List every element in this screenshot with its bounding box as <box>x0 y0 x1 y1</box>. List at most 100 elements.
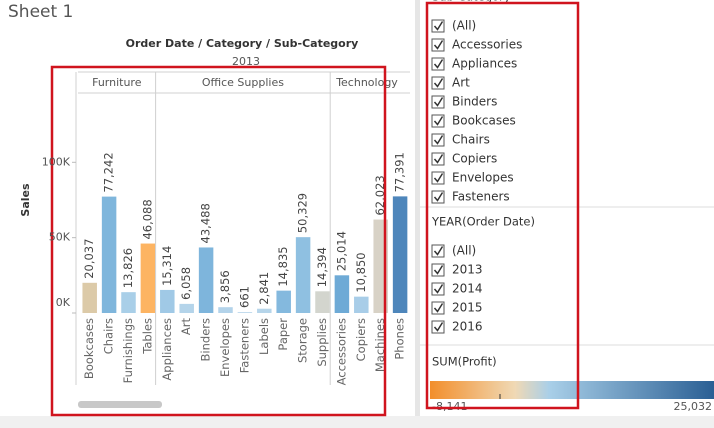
filter-item: (All) <box>452 19 476 33</box>
plot: Furniture 20,037 Bookcases 77,242 Chairs 13,8… <box>82 72 408 385</box>
x-tick-label: Fasteners <box>237 318 251 373</box>
filter-item: 2014 <box>452 282 483 296</box>
column-header: Order Date / Category / Sub-Category <box>126 37 359 50</box>
x-tick-label: Accessories <box>334 318 348 385</box>
value-label: 14,394 <box>315 247 329 287</box>
filter-item: Bookcases <box>452 114 516 128</box>
checkmark <box>433 59 444 69</box>
filter-panel: Sub-Category(All)AccessoriesAppliancesAr… <box>420 0 714 413</box>
checkmark <box>433 284 444 294</box>
checkmark <box>433 192 444 202</box>
category-header: Furniture <box>92 76 142 89</box>
filter-title: YEAR(Order Date) <box>431 215 535 229</box>
checkmark <box>433 116 444 126</box>
x-tick-label: Supplies <box>315 318 329 367</box>
checkmark <box>433 322 444 332</box>
category-header: Office Supplies <box>202 76 284 89</box>
value-label: 6,058 <box>179 267 193 300</box>
value-label: 77,242 <box>102 152 116 192</box>
bar <box>392 196 408 313</box>
y-tick-label: 50K <box>49 231 71 244</box>
checkmark <box>433 265 444 275</box>
x-tick-label: Appliances <box>160 318 174 381</box>
filter-item: Appliances <box>452 57 517 71</box>
year-header: 2013 <box>232 55 260 68</box>
status-bar <box>0 416 714 428</box>
x-tick-label: Envelopes <box>218 318 232 377</box>
bar <box>198 247 214 313</box>
x-tick-label: Furnishings <box>121 318 135 383</box>
highlight-box <box>50 65 387 417</box>
value-label: 661 <box>237 286 251 308</box>
x-tick-label: Copiers <box>354 318 368 361</box>
filter-item: Art <box>452 76 470 90</box>
value-label: 46,088 <box>140 199 154 239</box>
x-tick-label: Art <box>179 318 193 336</box>
value-label: 25,014 <box>334 231 348 271</box>
bar <box>160 289 175 313</box>
scrollbar[interactable] <box>78 401 162 408</box>
bar <box>276 290 291 313</box>
x-tick-label: Binders <box>199 318 213 361</box>
bar <box>218 307 233 313</box>
checkmark <box>433 246 444 256</box>
bar <box>295 237 311 313</box>
category-header: Technology <box>335 76 398 89</box>
x-tick-label: Bookcases <box>82 318 96 379</box>
value-label: 20,037 <box>82 239 96 279</box>
legend-min: -8,141 <box>432 400 467 413</box>
x-tick-label: Machines <box>373 318 387 372</box>
x-tick-label: Tables <box>140 318 154 355</box>
bar <box>237 312 253 313</box>
checkmark <box>433 154 444 164</box>
filter-item: Envelopes <box>452 171 514 185</box>
checkmark <box>433 21 444 31</box>
checkmark <box>433 303 444 313</box>
value-label: 43,488 <box>199 203 213 243</box>
color-ramp <box>430 381 714 399</box>
value-label: 13,826 <box>121 248 135 288</box>
filter-item: 2016 <box>452 320 483 334</box>
value-label: 77,391 <box>393 152 407 192</box>
bar <box>179 303 194 313</box>
filter-item: Binders <box>452 95 497 109</box>
value-label: 3,856 <box>218 270 232 303</box>
x-tick-label: Chairs <box>102 318 116 354</box>
value-label: 62,023 <box>373 175 387 215</box>
checkmark <box>433 78 444 88</box>
filter-item: Accessories <box>452 38 522 52</box>
x-tick-label: Labels <box>257 318 271 355</box>
value-label: 10,850 <box>354 252 368 292</box>
bar <box>121 292 136 313</box>
sheet-title: Sheet 1 <box>8 2 73 22</box>
y-tick-label: 100K <box>42 155 71 168</box>
x-tick-label: Phones <box>393 318 407 360</box>
y-tick-label: 0K <box>56 296 71 309</box>
y-axis-title: Sales <box>19 183 32 217</box>
filter-item: Fasteners <box>452 190 510 204</box>
checkmark <box>433 97 444 107</box>
value-label: 15,314 <box>160 246 174 286</box>
checkmark <box>433 173 444 183</box>
checkmark <box>433 40 444 50</box>
bar <box>315 291 330 313</box>
bar <box>354 296 369 313</box>
filter-item: 2015 <box>452 301 483 315</box>
bar <box>101 196 117 313</box>
checkmark <box>433 135 444 145</box>
highlight-box <box>425 1 580 410</box>
bar <box>82 282 97 313</box>
value-label: 14,835 <box>276 246 290 286</box>
bar <box>140 243 156 313</box>
x-tick-label: Paper <box>276 318 290 351</box>
divider <box>415 0 420 428</box>
legend-max: 25,032 <box>674 400 713 413</box>
filter-item: (All) <box>452 244 476 258</box>
filter-item: Chairs <box>452 133 490 147</box>
bar <box>334 275 350 313</box>
filter-item: Copiers <box>452 152 497 166</box>
x-tick-label: Storage <box>296 318 310 363</box>
value-label: 50,329 <box>296 193 310 233</box>
